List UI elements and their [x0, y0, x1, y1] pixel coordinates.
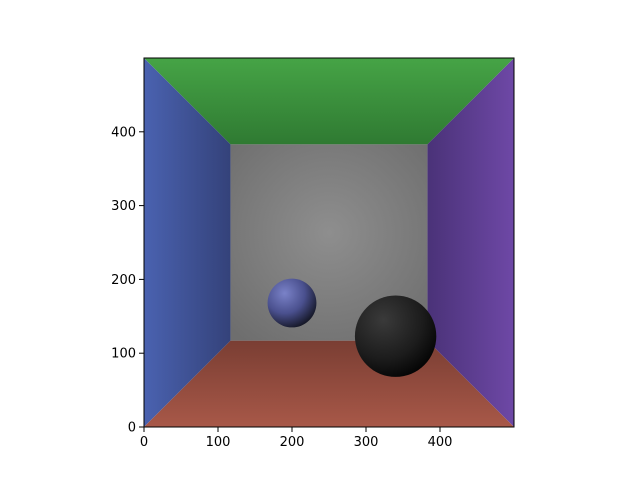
plot-area — [143, 57, 515, 428]
axes-frame — [143, 57, 515, 428]
large-black-sphere — [354, 295, 437, 377]
y-tick-label: 100 — [111, 347, 136, 362]
right-wall — [427, 58, 514, 427]
y-tick-label: 0 — [128, 421, 136, 436]
x-tick-label: 200 — [280, 435, 305, 450]
ceiling — [144, 58, 514, 145]
x-tick-label: 300 — [354, 435, 379, 450]
x-tick-label: 100 — [206, 435, 231, 450]
y-tick-label: 300 — [111, 199, 136, 214]
axis-ticks: 0 100 200 300 400 0 100 200 300 400 — [111, 125, 452, 450]
left-wall — [144, 58, 231, 427]
small-blue-sphere — [267, 278, 317, 328]
y-tick-label: 200 — [111, 273, 136, 288]
x-tick-label: 400 — [428, 435, 453, 450]
y-tick-label: 400 — [111, 125, 136, 140]
x-tick-label: 0 — [140, 435, 148, 450]
